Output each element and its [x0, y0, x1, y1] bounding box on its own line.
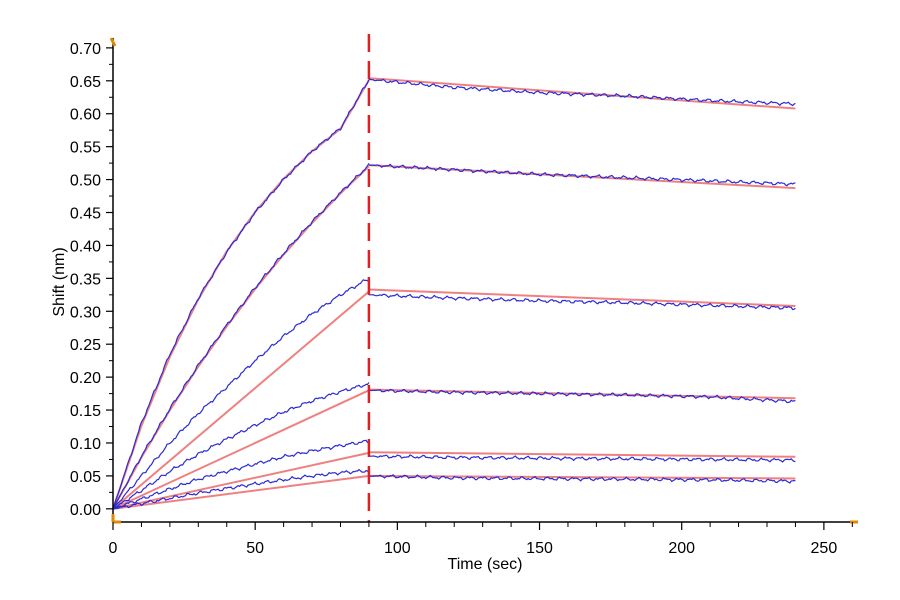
y-axis-ticks: 0.00 0.05 0.10 0.15 0.20 0.25 0.30 0.35 0.40 0.45… — [70, 41, 113, 519]
measured-trace-association — [112, 439, 370, 510]
y-tick-label: 0.30 — [70, 304, 101, 321]
x-tick-label: 150 — [526, 540, 553, 557]
y-tick-label: 0.15 — [70, 403, 101, 420]
y-tick-label: 0.70 — [70, 41, 101, 58]
y-tick-label: 0.00 — [70, 502, 101, 519]
measured-trace-dissociation — [368, 454, 796, 463]
y-tick-label: 0.40 — [70, 238, 101, 255]
fit-curve-association — [112, 474, 370, 510]
y-axis-end-marker — [109, 37, 117, 47]
y-tick-label: 0.25 — [70, 337, 101, 354]
fit-curve-dissociation — [368, 474, 796, 480]
measured-trace-dissociation — [368, 78, 796, 107]
y-tick-label: 0.35 — [70, 271, 101, 288]
measured-trace-association — [112, 79, 370, 509]
measured-trace-association — [112, 382, 370, 510]
y-tick-label: 0.65 — [70, 74, 101, 91]
measured-trace-dissociation — [368, 388, 796, 404]
fit-curve-dissociation — [368, 164, 796, 190]
measured-trace-association — [112, 163, 370, 510]
measured-trace-association — [112, 469, 370, 510]
axes: 0.00 0.05 0.10 0.15 0.20 0.25 0.30 0.35 0.40 0.45… — [70, 37, 858, 557]
measured-trace-association — [112, 278, 370, 510]
x-tick-label: 250 — [811, 540, 838, 557]
x-tick-label: 50 — [246, 540, 264, 557]
y-tick-label: 0.20 — [70, 370, 101, 387]
measured-trace-dissociation — [368, 474, 796, 484]
fit-curve-association — [112, 389, 370, 510]
measured-trace-dissociation — [368, 293, 796, 311]
plot-series — [112, 77, 796, 510]
fit-curve-dissociation — [368, 451, 796, 458]
x-tick-label: 100 — [384, 540, 411, 557]
fit-curve-association — [112, 290, 370, 510]
x-tick-label: 200 — [668, 540, 695, 557]
fit-curve-association — [112, 165, 370, 510]
fit-curve-association — [112, 79, 370, 510]
y-axis-label: Shift (nm) — [51, 247, 68, 316]
fit-curve-association — [112, 451, 370, 510]
x-axis-ticks: 0 50 100 150 200 250 — [109, 522, 853, 557]
y-tick-label: 0.55 — [70, 140, 101, 157]
y-tick-label: 0.45 — [70, 206, 101, 223]
fit-curve-dissociation — [368, 77, 796, 110]
y-tick-label: 0.60 — [70, 107, 101, 124]
y-tick-label: 0.10 — [70, 436, 101, 453]
measured-trace-dissociation — [368, 163, 796, 187]
y-tick-label: 0.50 — [70, 173, 101, 190]
y-tick-label: 0.05 — [70, 469, 101, 486]
fit-curve-dissociation — [368, 288, 796, 307]
x-axis-label: Time (sec) — [448, 556, 523, 573]
x-tick-label: 0 — [109, 540, 118, 557]
